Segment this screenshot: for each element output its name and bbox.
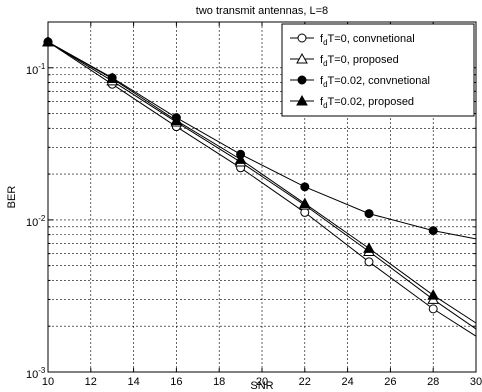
legend-marker [296, 52, 308, 64]
data-point [234, 153, 247, 164]
data-point [427, 289, 440, 300]
legend: fdT=0, convnetional fdT=0, proposed fdT=0.… [281, 23, 475, 117]
legend-item-4: fdT=0.02, proposed [290, 94, 414, 110]
data-point [106, 72, 119, 84]
data-point [364, 209, 374, 219]
data-point [428, 304, 438, 314]
legend-marker [297, 33, 307, 43]
series-layer [42, 35, 477, 337]
data-point [300, 182, 310, 192]
data-point [298, 197, 311, 209]
legend-label: fdT=0.02, convnetional [320, 75, 430, 89]
x-tick-label: 24 [341, 376, 353, 388]
y-tick-label: 10-3 [26, 366, 46, 381]
data-point [363, 242, 375, 253]
legend-label: fdT=0, convnetional [320, 33, 415, 47]
x-tick-label: 18 [213, 376, 225, 388]
legend-item-1: fdT=0, convnetional [290, 33, 415, 47]
x-tick-label: 16 [170, 376, 182, 388]
y-tick-label: 10-1 [26, 62, 46, 77]
x-tick-label: 30 [470, 376, 482, 388]
x-tick-label: 22 [299, 376, 311, 388]
x-tick-label: 14 [127, 376, 139, 388]
chart-title: two transmit antennas, L=8 [196, 5, 328, 17]
data-point [428, 226, 438, 236]
legend-marker [297, 75, 307, 85]
series-line [47, 41, 477, 337]
x-tick-label: 26 [384, 376, 396, 388]
x-tick-label: 12 [85, 376, 97, 388]
x-tick-label: 28 [427, 376, 439, 388]
legend-marker [296, 94, 308, 106]
legend-label: fdT=0, proposed [320, 54, 399, 68]
x-axis-title: SNR [250, 380, 273, 392]
y-axis-title: BER [6, 186, 18, 209]
series-4 [42, 35, 477, 324]
legend-item-3: fdT=0.02, convnetional [290, 75, 430, 89]
data-point [170, 114, 183, 126]
tick-layer: 10 12 14 16 18 20 22 24 26 28 30 10-1 10-2 10-3 [26, 21, 482, 388]
x-tick-label: 10 [42, 376, 54, 388]
legend-label: fdT=0.02, proposed [320, 96, 414, 110]
x-tick-label: 20 [256, 376, 268, 388]
series-line [47, 41, 477, 324]
y-tick-label: 10-2 [26, 214, 46, 229]
series-line [47, 41, 477, 330]
data-point [364, 257, 374, 267]
series-line [47, 41, 477, 240]
legend-item-2: fdT=0, proposed [290, 52, 399, 68]
